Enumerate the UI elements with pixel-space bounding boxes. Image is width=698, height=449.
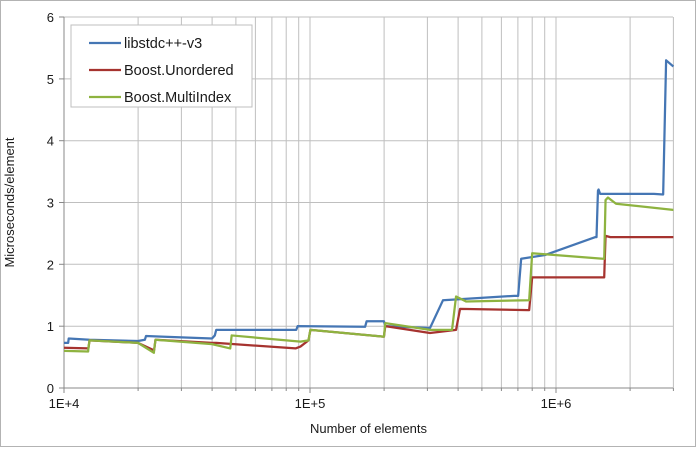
- svg-text:4: 4: [47, 134, 54, 149]
- svg-text:1E+6: 1E+6: [541, 396, 572, 411]
- svg-text:Microseconds/element: Microseconds/element: [2, 137, 17, 267]
- svg-text:1E+5: 1E+5: [295, 396, 326, 411]
- svg-text:6: 6: [47, 10, 54, 25]
- svg-text:1: 1: [47, 319, 54, 334]
- svg-text:5: 5: [47, 72, 54, 87]
- svg-text:1E+4: 1E+4: [49, 396, 80, 411]
- svg-text:2: 2: [47, 257, 54, 272]
- svg-text:libstdc++-v3: libstdc++-v3: [124, 36, 202, 52]
- svg-text:3: 3: [47, 196, 54, 211]
- svg-text:Boost.Unordered: Boost.Unordered: [124, 63, 234, 79]
- svg-text:Boost.MultiIndex: Boost.MultiIndex: [124, 90, 232, 106]
- svg-text:0: 0: [47, 381, 54, 396]
- svg-text:Number of elements: Number of elements: [310, 421, 428, 436]
